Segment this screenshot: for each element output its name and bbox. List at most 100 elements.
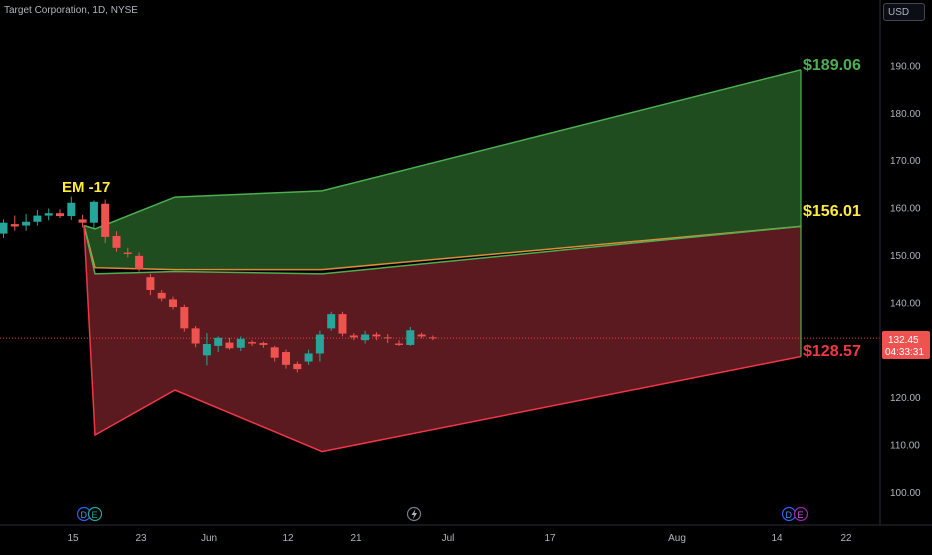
candle-body [417,334,426,337]
candle-body [270,347,279,358]
candle-body [349,335,358,338]
candle-body [123,252,132,254]
price-tick-label: 170.00 [890,156,921,167]
candle [349,333,358,341]
candle [282,349,290,369]
candle-body [338,314,347,334]
upper-price-label: $189.06 [803,57,861,74]
candle-body [146,277,155,290]
time-tick-label: 17 [544,533,556,544]
candle [67,196,76,220]
candle [22,214,31,231]
price-tick-label: 150.00 [890,251,921,262]
price-tick-label: 120.00 [890,393,921,404]
time-tick-label: Aug [668,533,686,544]
candle-body [236,338,245,348]
candle-body [304,353,313,362]
candle-body [89,201,98,223]
candle-body [293,363,302,370]
time-axis[interactable]: 15 23 Jun 12 21 Jul 17 Aug 14 22 [0,524,932,544]
earnings-marker[interactable]: E [87,506,103,522]
future-dividend-marker-letter: D [786,510,793,520]
candle-body [383,337,392,339]
candle [406,326,415,346]
candle [123,247,132,258]
candle-body [10,224,19,227]
candle [248,340,257,346]
time-tick-label: 23 [135,533,147,544]
candle-body [22,221,31,226]
candle-body [214,337,223,346]
candle-body [225,342,234,349]
price-tick-label: 180.00 [890,109,921,120]
candle-body [327,314,336,329]
split-lightning-icon[interactable] [406,506,422,522]
candle [180,304,189,332]
candle [428,335,437,341]
candle-body [67,202,76,217]
candle-body [406,330,415,345]
current-price-value: 132.45 [888,335,919,346]
candle-body [44,213,53,216]
lower-price-label: $128.57 [803,343,861,360]
event-markers[interactable]: D E D E [76,506,809,522]
candle [169,296,177,310]
candle [135,252,144,272]
candle [338,311,347,337]
price-axis[interactable]: 190.00180.00170.00160.00150.00140.00130.… [879,0,921,525]
candle [112,231,121,252]
time-tick-label: 12 [282,533,294,544]
candle [78,214,87,228]
candle [33,209,42,226]
mid-line-upper [83,225,802,271]
mid-price-label: $156.01 [803,203,861,220]
em-label: EM -17 [62,179,110,196]
time-tick-label: 15 [67,533,79,544]
candle-body [135,255,144,270]
earnings-marker-letter: E [92,510,98,520]
candle-body [395,343,403,345]
candle-body [372,334,381,337]
candle-body [361,334,370,341]
candle [383,334,392,344]
candle [10,215,19,231]
future-dividend-marker[interactable]: D [781,506,797,522]
candle-body [191,328,200,344]
candle [270,345,279,362]
candle-body [282,352,290,365]
candle [259,341,268,348]
candle-body [315,334,324,354]
bar-countdown: 04:33:31 [885,347,924,358]
candle-body [259,343,268,345]
candle [315,330,324,362]
candle [44,208,53,221]
candle-body [33,215,42,222]
candle-body [112,235,121,248]
candle [89,200,98,228]
candle-body [180,307,189,329]
time-tick-label: Jul [442,533,455,544]
candle-body [78,219,87,223]
candle [214,336,223,353]
price-tick-label: 140.00 [890,298,921,309]
mid-line-lower [83,225,802,275]
dividend-marker[interactable]: D [76,506,92,522]
upper-zone-fill [84,69,801,270]
candle [101,199,110,244]
candle [202,333,211,366]
candle [56,209,64,218]
future-earnings-marker[interactable]: E [793,506,809,522]
symbol-title[interactable]: Target Corporation, 1D, NYSE [4,5,138,16]
time-tick-label: 22 [840,533,852,544]
candle [327,311,336,331]
currency-button[interactable]: USD [883,3,925,21]
lower-bound-line [83,225,802,453]
price-tick-label: 110.00 [890,440,920,451]
candle [293,361,302,373]
candle [146,273,155,296]
candle-body [0,222,8,234]
candle [395,340,403,346]
candle-body [202,343,211,356]
current-price-badge: 132.45 04:33:31 [882,331,930,359]
